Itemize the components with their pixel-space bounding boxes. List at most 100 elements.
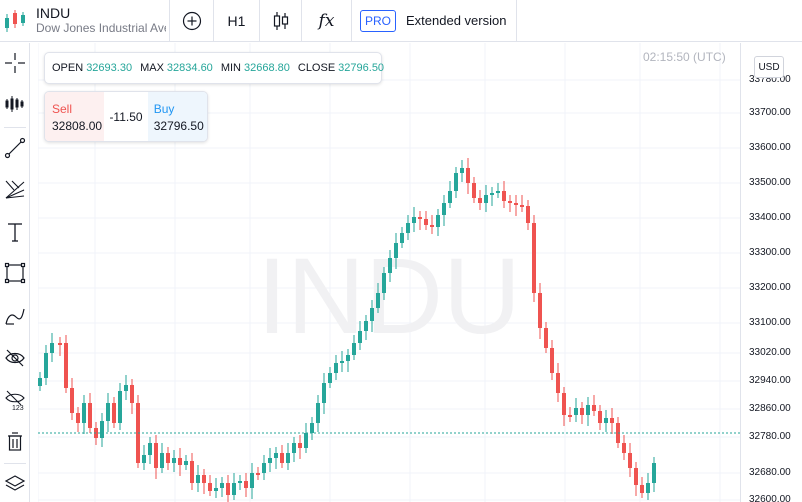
candle-body	[562, 393, 566, 415]
candlestick-icon	[273, 11, 288, 30]
candle-body	[238, 481, 242, 483]
candlestick-chart: INDU	[38, 43, 740, 502]
extended-version-button[interactable]: PRO Extended version	[352, 0, 518, 41]
candle-body	[652, 463, 656, 483]
price-tick-label: 32940.00	[749, 375, 791, 386]
price-tick-label: 33100.00	[749, 317, 791, 328]
candle-body	[44, 353, 48, 378]
candle-body	[628, 453, 632, 468]
extended-version-label: Extended version	[406, 13, 507, 28]
add-symbol-button[interactable]	[170, 0, 214, 41]
price-tick-label: 32780.00	[749, 431, 791, 442]
layers-icon[interactable]	[0, 469, 30, 499]
brush-icon[interactable]	[0, 301, 30, 331]
currency-button[interactable]: USD	[754, 56, 784, 78]
candle-body	[574, 408, 578, 415]
symbol-ticker: INDU	[36, 5, 71, 22]
candle-body	[370, 308, 374, 321]
candle-body	[592, 405, 596, 411]
candle-body	[196, 475, 200, 483]
candle-body	[430, 225, 434, 227]
chart-type-button[interactable]	[260, 0, 302, 41]
hide-drawings-icon[interactable]	[0, 343, 30, 373]
candle-body	[166, 453, 170, 463]
candle-body	[484, 195, 488, 203]
candle-body	[58, 343, 62, 345]
candle-body	[256, 473, 260, 475]
candle-body	[490, 193, 494, 195]
candle-body	[526, 206, 530, 223]
ohlc-legend: OPEN 32693.30 MAX 32834.60 MIN 32668.80 …	[44, 52, 384, 84]
candle-body	[544, 328, 548, 348]
buy-button[interactable]: Buy 32796.50	[147, 92, 207, 141]
candle-body	[82, 403, 86, 423]
trend-line-icon[interactable]	[0, 133, 30, 163]
candle-body	[472, 183, 476, 198]
max-value: 32834.60	[166, 62, 213, 74]
candle-body	[286, 453, 290, 463]
candle-body	[88, 403, 92, 428]
function-icon: fx	[318, 10, 335, 31]
candle-body	[310, 423, 314, 433]
text-icon[interactable]	[0, 217, 30, 247]
candle-body	[622, 443, 626, 453]
price-tick-label: 33780.00	[749, 74, 791, 85]
candle-body	[76, 413, 80, 423]
candle-body	[568, 415, 572, 417]
svg-text:123: 123	[12, 405, 24, 411]
price-tick-label: 32680.00	[749, 467, 791, 478]
candle-body	[112, 403, 116, 423]
candle-body	[400, 233, 404, 243]
candles-logo-icon	[2, 6, 30, 36]
candle-body	[124, 385, 128, 391]
candle-body	[190, 461, 194, 483]
candle-body	[346, 355, 350, 361]
candle-body	[316, 403, 320, 423]
candle-body	[70, 388, 74, 413]
candle-body	[538, 293, 542, 328]
top-toolbar: INDU Dow Jones Industrial Average H1 fx …	[0, 0, 802, 42]
candle-body	[634, 468, 638, 485]
candle-body	[364, 321, 368, 331]
min-label: MIN	[220, 62, 241, 74]
symbol-selector[interactable]: INDU Dow Jones Industrial Average	[0, 0, 170, 41]
price-chart[interactable]: INDU	[38, 43, 740, 502]
candle-body	[178, 458, 182, 465]
candle-body	[448, 191, 452, 203]
candle-body	[118, 391, 122, 423]
candle-body	[394, 243, 398, 258]
price-tick-label: 33200.00	[749, 282, 791, 293]
candle-body	[38, 378, 42, 386]
rectangle-icon[interactable]	[0, 258, 30, 288]
min-value: 32668.80	[243, 62, 290, 74]
indicators-button[interactable]: fx	[302, 0, 352, 41]
candle-body	[418, 217, 422, 219]
candle-body	[328, 373, 332, 383]
candle-body	[436, 215, 440, 227]
bars-icon[interactable]	[0, 89, 30, 119]
candle-body	[520, 205, 524, 207]
timeframe-button[interactable]: H1	[214, 0, 260, 41]
hide-indicators-icon[interactable]: 123	[0, 385, 30, 415]
symbol-name: Dow Jones Industrial Average	[36, 21, 166, 35]
server-clock: 02:15:50 (UTC)	[643, 50, 726, 64]
fib-fan-icon[interactable]	[0, 174, 30, 204]
candle-body	[646, 483, 650, 493]
candle-body	[358, 331, 362, 343]
candle-body	[334, 363, 338, 373]
price-tick-label: 32860.00	[749, 403, 791, 414]
buy-price: 32796.50	[153, 119, 204, 133]
sell-button[interactable]: Sell 32808.00	[45, 92, 105, 141]
buy-label: Buy	[153, 102, 175, 116]
trash-icon[interactable]	[0, 427, 30, 457]
sell-label: Sell	[52, 102, 73, 116]
candle-body	[502, 191, 506, 201]
candle-body	[322, 383, 326, 403]
candle-body	[352, 343, 356, 355]
candle-body	[640, 485, 644, 493]
crosshair-icon[interactable]	[0, 48, 30, 78]
price-axis[interactable]: 33780.00 33700.00 33600.00 33500.00 33400.00…	[740, 43, 802, 502]
max-label: MAX	[140, 62, 164, 74]
candle-body	[424, 219, 428, 225]
candle-body	[130, 385, 134, 403]
